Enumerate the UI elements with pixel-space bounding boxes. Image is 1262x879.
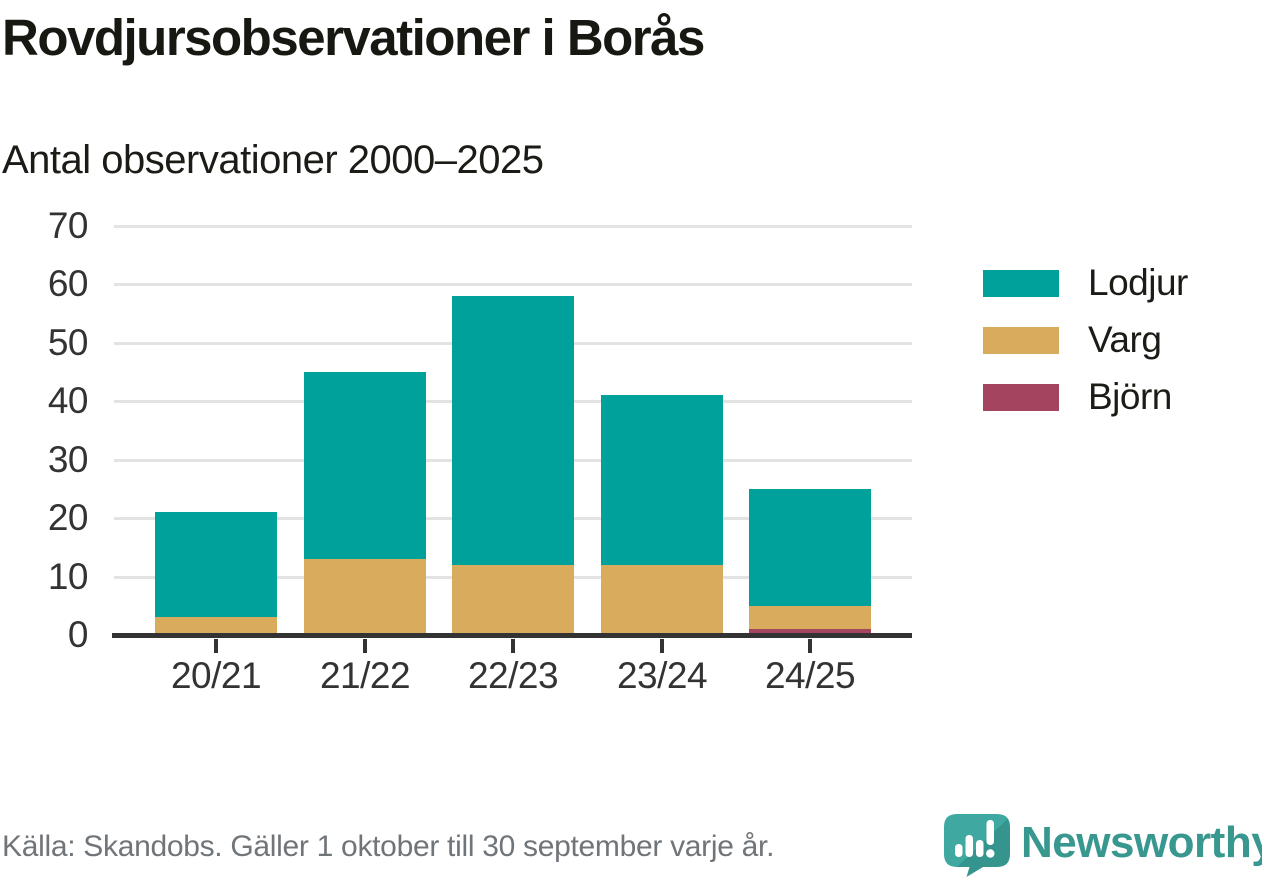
bar-segment-lodjur [155,512,277,617]
bar-segment-björn [749,629,871,635]
newsworthy-logo-text: Newsworthy [1021,818,1262,867]
bar-segment-lodjur [749,489,871,606]
newsworthy-logo: Newsworthy [944,814,1262,877]
x-axis-tick-label: 22/23 [467,655,559,696]
legend-row-lodjur: Lodjur [983,262,1188,304]
y-axis-tick-label: 0 [67,614,89,655]
x-axis-tick [808,639,812,653]
grid-line [114,225,912,228]
x-axis-tick-label: 24/25 [764,655,856,696]
x-axis-tick-label: 20/21 [170,655,262,696]
y-axis-tick-label: 50 [47,322,89,363]
y-axis-tick-label: 70 [47,205,89,246]
bar-segment-lodjur [304,372,426,559]
x-axis-tick [660,639,664,653]
x-axis-tick-label: 21/22 [319,655,411,696]
y-axis-tick-label: 20 [47,497,89,538]
legend: Lodjur Varg Björn [983,262,1188,433]
bar-segment-lodjur [601,395,723,565]
x-axis-tick [363,639,367,653]
y-axis-tick-label: 60 [47,263,89,304]
source-note: Källa: Skandobs. Gäller 1 oktober till 3… [2,830,775,863]
grid-line [114,283,912,286]
bar-segment-varg [304,559,426,635]
x-axis-tick [214,639,218,653]
y-axis-tick-label: 30 [47,439,89,480]
x-axis-tick-label: 23/24 [616,655,708,696]
x-axis-line [112,633,912,638]
bar-segment-varg [601,565,723,635]
y-axis-tick-label: 40 [47,380,89,421]
bar-segment-varg [749,606,871,629]
x-axis-tick [511,639,515,653]
legend-label: Lodjur [1088,262,1188,303]
chart-subtitle: Antal observationer 2000–2025 [2,138,544,182]
bar-segment-lodjur [452,296,574,565]
legend-row-björn: Björn [983,376,1188,418]
legend-swatch-lodjur [983,269,1059,297]
chart-title: Rovdjursobservationer i Borås [2,9,705,66]
legend-row-varg: Varg [983,319,1188,361]
newsworthy-speech-bubble-bar-chart-icon [944,814,1010,877]
legend-swatch-björn [983,383,1059,411]
legend-swatch-varg [983,326,1059,354]
legend-label: Björn [1088,376,1172,417]
y-axis-tick-label: 10 [47,556,89,597]
legend-label: Varg [1088,319,1162,360]
bar-segment-varg [452,565,574,635]
bar-segment-varg [155,617,277,635]
